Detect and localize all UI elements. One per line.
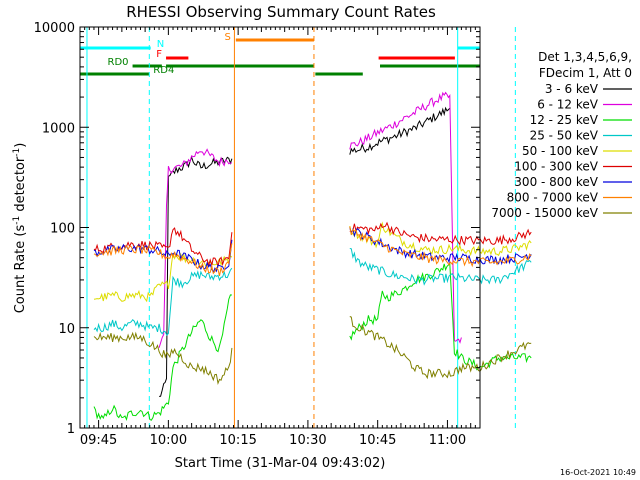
series-line-7-0	[93, 243, 233, 277]
flag-bars: NF S RD0 RD4	[80, 32, 480, 76]
series-line-8-1	[349, 316, 532, 380]
series-line-0-1	[349, 106, 451, 155]
data-series	[93, 91, 532, 421]
series-line-8-0	[93, 331, 233, 386]
y-axis-title: Count Rate (s-1 detector-1)	[12, 143, 28, 314]
series-line-1-1	[349, 91, 462, 344]
series-line-3-1	[349, 248, 532, 286]
flag-label-n: N	[157, 39, 164, 50]
series-line-2-0	[93, 294, 232, 421]
flag-label-s: S	[224, 32, 230, 43]
legend-label-1: 6 - 12 keV	[537, 98, 599, 112]
x-tick-label-4: 10:45	[359, 433, 396, 448]
x-tick-label-0: 09:45	[80, 433, 117, 448]
flag-label-f: F	[156, 49, 162, 60]
x-axis: 09:45 10:00 10:15 10:30 10:45 11:00	[79, 27, 481, 448]
legend-label-2: 12 - 25 keV	[530, 113, 599, 127]
legend-label-7: 800 - 7000 keV	[507, 191, 599, 205]
y-tick-label-0: 1	[67, 422, 75, 437]
series-line-6-0	[93, 239, 233, 274]
vertical-markers	[86, 27, 516, 428]
legend-header-line-1: Det 1,3,4,5,6,9,	[538, 50, 632, 64]
legend-label-4: 50 - 100 keV	[522, 144, 599, 158]
x-tick-label-5: 11:00	[429, 433, 466, 448]
legend-label-8: 7000 - 15000 keV	[491, 206, 598, 220]
series-line-7-1	[349, 226, 532, 268]
series-line-0-0	[159, 155, 233, 397]
y-tick-label-2: 100	[50, 222, 75, 237]
legend-label-3: 25 - 50 keV	[530, 129, 599, 143]
x-tick-label-2: 10:15	[219, 433, 256, 448]
y-tick-label-3: 1000	[42, 121, 75, 136]
flag-label-rd4: RD4	[153, 65, 174, 76]
legend-label-0: 3 - 6 keV	[545, 82, 599, 96]
series-line-1-0	[158, 148, 232, 348]
x-tick-label-3: 10:30	[289, 433, 326, 448]
chart-title: RHESSI Observing Summary Count Rates	[126, 3, 436, 21]
legend-label-5: 100 - 300 keV	[514, 160, 598, 174]
y-axis: 1 10 100 1000 10000	[34, 21, 480, 437]
flag-label-rd0: RD0	[108, 57, 129, 68]
series-line-4-1	[349, 221, 532, 257]
series-line-4-0	[93, 252, 233, 303]
x-axis-title: Start Time (31-Mar-04 09:43:02)	[175, 456, 386, 471]
y-tick-label-4: 10000	[34, 21, 75, 36]
series-line-2-1	[349, 261, 532, 371]
series-line-5-1	[349, 221, 532, 246]
x-tick-label-1: 10:00	[150, 433, 187, 448]
legend-header-line-2: FDecim 1, Att 0	[539, 66, 632, 80]
legend-label-6: 300 - 800 keV	[514, 175, 598, 189]
y-tick-label-1: 10	[58, 322, 75, 337]
series-line-3-0	[93, 267, 233, 336]
legend: Det 1,3,4,5,6,9, FDecim 1, Att 0 3 - 6 k…	[491, 50, 632, 220]
generation-timestamp: 16-Oct-2021 10:49	[560, 468, 636, 477]
